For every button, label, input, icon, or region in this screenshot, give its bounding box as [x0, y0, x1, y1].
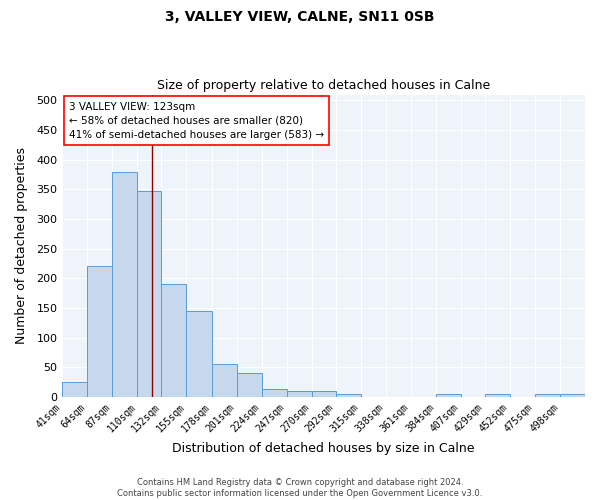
- Bar: [262, 389, 287, 397]
- Text: 3, VALLEY VIEW, CALNE, SN11 0SB: 3, VALLEY VIEW, CALNE, SN11 0SB: [165, 10, 435, 24]
- Bar: [187, 311, 212, 397]
- Text: 3 VALLEY VIEW: 123sqm
← 58% of detached houses are smaller (820)
41% of semi-det: 3 VALLEY VIEW: 123sqm ← 58% of detached …: [69, 102, 324, 140]
- Bar: [137, 190, 161, 397]
- Bar: [212, 364, 236, 397]
- Bar: [161, 284, 187, 397]
- Bar: [485, 394, 510, 397]
- Bar: [436, 394, 461, 397]
- Y-axis label: Number of detached properties: Number of detached properties: [15, 147, 28, 344]
- Title: Size of property relative to detached houses in Calne: Size of property relative to detached ho…: [157, 79, 490, 92]
- Bar: [535, 394, 560, 397]
- Bar: [88, 266, 112, 397]
- Bar: [335, 394, 361, 397]
- Bar: [560, 394, 585, 397]
- Bar: [236, 372, 262, 397]
- X-axis label: Distribution of detached houses by size in Calne: Distribution of detached houses by size …: [172, 442, 475, 455]
- Bar: [112, 172, 137, 397]
- Bar: [62, 382, 88, 397]
- Text: Contains HM Land Registry data © Crown copyright and database right 2024.
Contai: Contains HM Land Registry data © Crown c…: [118, 478, 482, 498]
- Bar: [287, 392, 311, 397]
- Bar: [311, 392, 335, 397]
